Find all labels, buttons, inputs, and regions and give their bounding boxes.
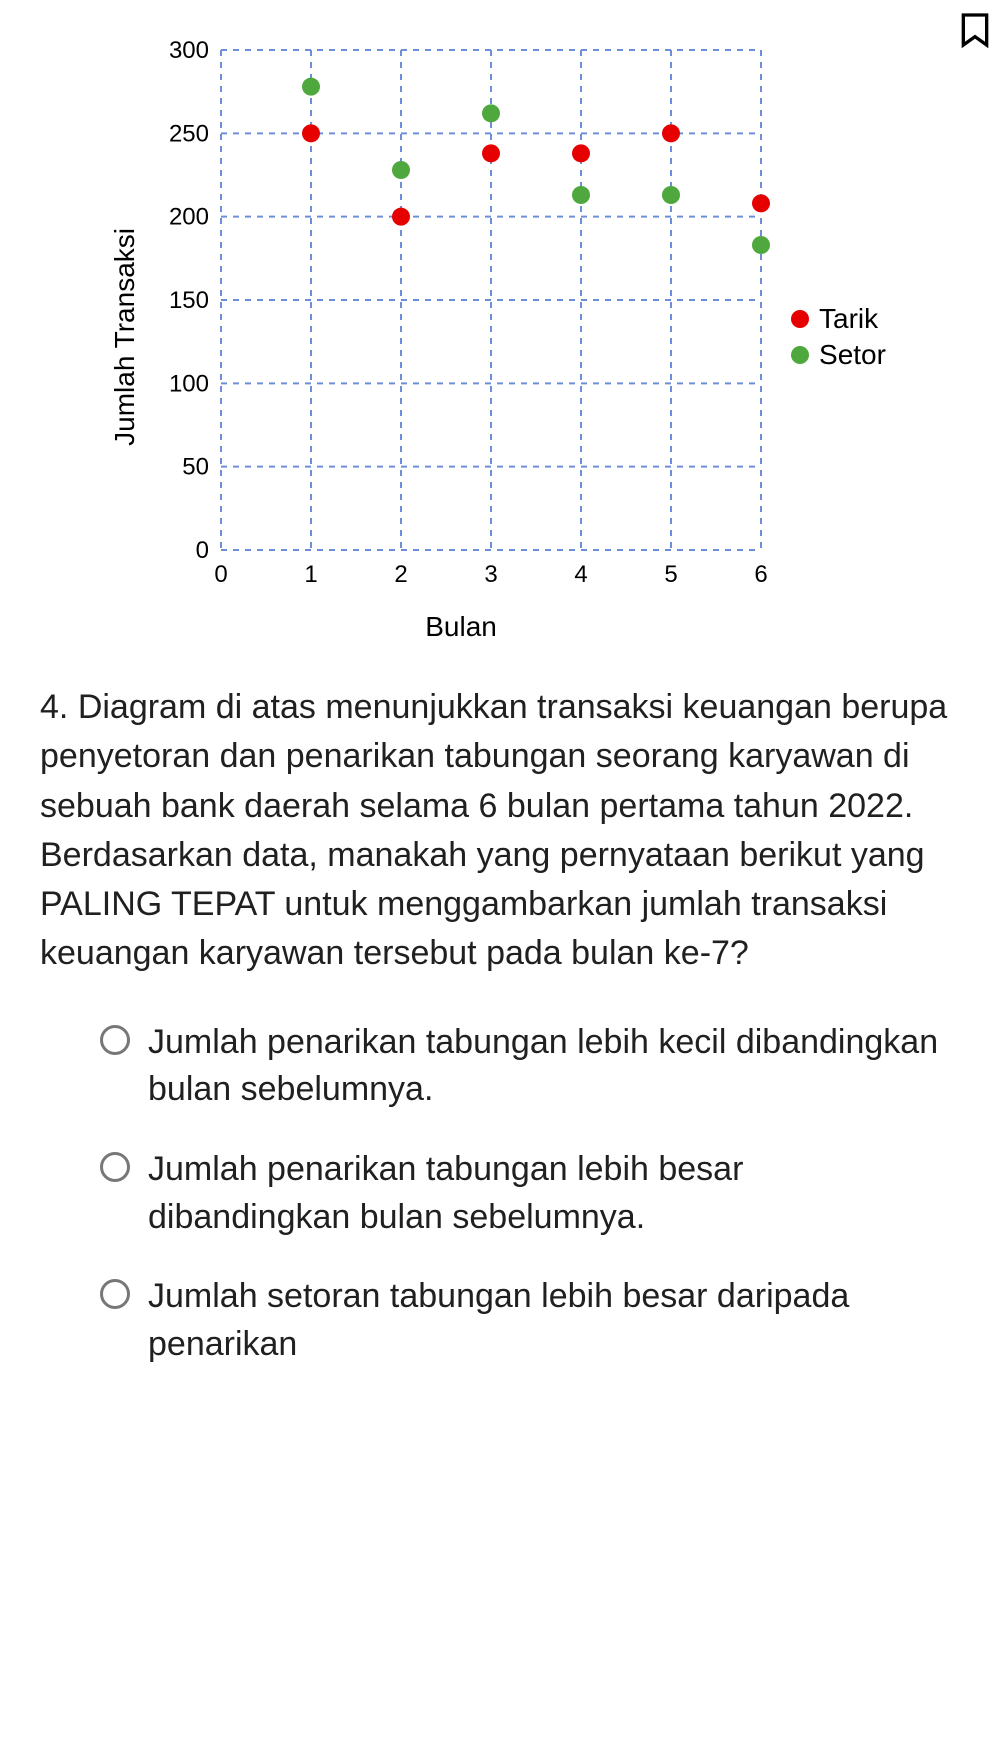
legend-label: Tarik [819, 303, 878, 335]
radio-icon[interactable] [100, 1279, 130, 1309]
legend-marker-icon [791, 346, 809, 364]
legend-item: Tarik [791, 303, 886, 335]
svg-text:1: 1 [304, 561, 317, 588]
svg-text:2: 2 [394, 561, 407, 588]
svg-text:200: 200 [169, 204, 209, 231]
option-text: Jumlah penarikan tabungan lebih kecil di… [148, 1019, 955, 1114]
chart-wrapper: Jumlah Transaksi 0 1 2 3 4 5 6 0 50 100 150 200 250 3… [40, 30, 955, 643]
radio-icon[interactable] [100, 1152, 130, 1182]
chart-area: Jumlah Transaksi 0 1 2 3 4 5 6 0 50 100 150 200 250 3… [109, 30, 771, 643]
svg-text:300: 300 [169, 37, 209, 64]
legend-marker-icon [791, 310, 809, 328]
svg-text:100: 100 [169, 370, 209, 397]
option-text: Jumlah setoran tabungan lebih besar dari… [148, 1273, 955, 1368]
question-number: 4. [40, 688, 68, 726]
svg-text:150: 150 [169, 287, 209, 314]
legend-item: Setor [791, 339, 886, 371]
svg-text:3: 3 [484, 561, 497, 588]
y-axis-label: Jumlah Transaksi [109, 228, 141, 446]
svg-text:0: 0 [196, 537, 209, 564]
answer-option[interactable]: Jumlah penarikan tabungan lebih besar di… [100, 1146, 955, 1241]
chart-legend: Tarik Setor [791, 299, 886, 375]
svg-text:0: 0 [214, 561, 227, 588]
answer-option[interactable]: Jumlah setoran tabungan lebih besar dari… [100, 1273, 955, 1368]
answer-option[interactable]: Jumlah penarikan tabungan lebih kecil di… [100, 1019, 955, 1114]
question-body-text: Diagram di atas menunjukkan transaksi ke… [40, 688, 947, 972]
answer-options: Jumlah penarikan tabungan lebih kecil di… [40, 1019, 955, 1369]
x-axis-label: Bulan [151, 611, 771, 643]
svg-text:250: 250 [169, 120, 209, 147]
option-text: Jumlah penarikan tabungan lebih besar di… [148, 1146, 955, 1241]
scatter-chart: 0 1 2 3 4 5 6 0 50 100 150 200 250 300 [151, 30, 771, 600]
bookmark-icon[interactable] [955, 10, 995, 50]
svg-text:5: 5 [664, 561, 677, 588]
question-text: 4. Diagram di atas menunjukkan transaksi… [40, 683, 955, 979]
svg-text:50: 50 [182, 454, 209, 481]
svg-text:6: 6 [754, 561, 767, 588]
radio-icon[interactable] [100, 1025, 130, 1055]
svg-text:4: 4 [574, 561, 587, 588]
legend-label: Setor [819, 339, 886, 371]
